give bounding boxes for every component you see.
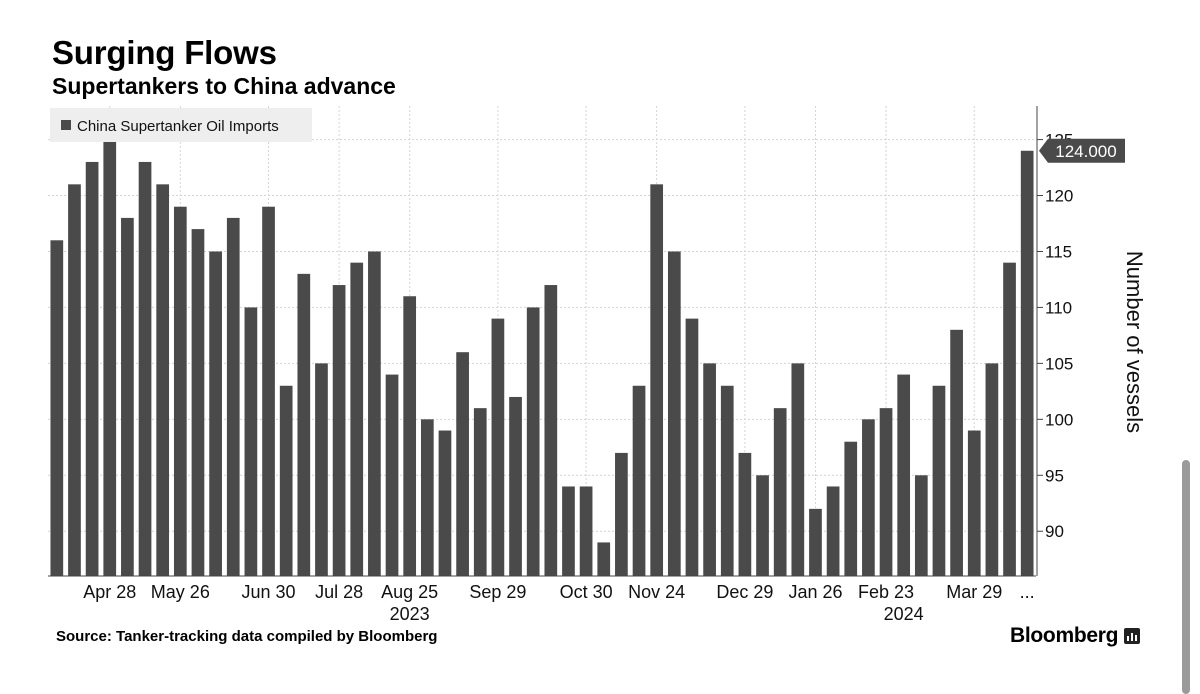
x-tick-label: Dec 29 (716, 582, 773, 602)
bar (262, 206, 275, 576)
y-axis-title: Number of vessels (1122, 251, 1147, 433)
bar (720, 385, 734, 576)
bar (121, 217, 134, 576)
y-tick-label: 105 (1045, 354, 1073, 373)
x-tick-label: Jan 26 (788, 582, 842, 602)
bar (950, 329, 963, 576)
bar (615, 452, 628, 576)
x-tick-label: Mar 29 (946, 582, 1002, 602)
bar (297, 273, 311, 576)
y-tick-label: 110 (1045, 298, 1072, 317)
bar (85, 161, 99, 576)
y-tick-label: 120 (1045, 187, 1073, 206)
bar (315, 363, 328, 576)
bar (562, 486, 575, 576)
x-year-label: 2023 (390, 604, 430, 624)
value-callout-label: 124.000 (1055, 142, 1116, 161)
x-tick-label: May 26 (151, 582, 210, 602)
y-tick-label: 100 (1045, 410, 1073, 429)
bar (809, 508, 822, 576)
chart-title: Surging Flows (52, 34, 277, 71)
x-tick-label: Feb 23 (858, 582, 914, 602)
bar (738, 452, 752, 576)
bar (597, 542, 611, 576)
bar (420, 419, 434, 576)
bar (173, 206, 187, 576)
chart-subtitle: Supertankers to China advance (52, 73, 396, 99)
legend-box (50, 108, 312, 142)
bar (279, 385, 293, 576)
bar (756, 475, 769, 576)
bar (879, 408, 893, 576)
bar (650, 184, 664, 577)
bar (50, 240, 64, 577)
bar (138, 161, 152, 576)
bar (332, 285, 346, 576)
bar (473, 408, 487, 576)
bar (509, 396, 522, 576)
bar (685, 318, 699, 576)
bar (456, 352, 469, 576)
value-callout (1039, 138, 1125, 163)
x-tick-label: ... (1020, 582, 1035, 602)
bar (438, 430, 452, 576)
bar (226, 217, 240, 576)
bar (209, 251, 222, 576)
bloomberg-terminal-icon (1124, 628, 1141, 644)
x-year-label: 2024 (884, 604, 924, 624)
bar (350, 262, 364, 576)
x-tick-label: Nov 24 (628, 582, 685, 602)
bar (773, 408, 787, 576)
bar (103, 139, 117, 577)
bar (932, 385, 946, 576)
bar (526, 307, 540, 576)
bar (826, 486, 840, 576)
bar (667, 251, 681, 576)
bar (844, 441, 858, 576)
x-tick-label: Oct 30 (560, 582, 613, 602)
bar (191, 229, 205, 576)
brand-name: Bloomberg (1010, 624, 1119, 647)
bar (68, 184, 81, 577)
bar (579, 486, 593, 576)
legend-label: China Supertanker Oil Imports (77, 118, 279, 135)
x-tick-label: Aug 25 (381, 582, 438, 602)
bar (703, 363, 716, 576)
bar (1020, 150, 1034, 576)
legend-swatch (61, 120, 71, 130)
y-tick-label: 90 (1045, 522, 1064, 541)
bar (985, 363, 999, 576)
bar (156, 184, 170, 577)
x-tick-label: Sep 29 (469, 582, 526, 602)
bar (368, 251, 381, 576)
bar (967, 430, 981, 576)
y-tick-label: 115 (1045, 242, 1072, 261)
bar (914, 475, 928, 576)
source-note: Source: Tanker-tracking data compiled by… (56, 628, 438, 645)
bloomberg-logo: Bloomberg (1010, 624, 1141, 648)
bar (897, 374, 911, 576)
bar (491, 318, 505, 576)
bar (632, 385, 646, 576)
bar (403, 296, 417, 576)
x-tick-label: Jul 28 (315, 582, 363, 602)
bar (1003, 262, 1016, 576)
bar (244, 307, 258, 576)
bar (862, 419, 875, 576)
bar (385, 374, 399, 576)
bar (791, 363, 805, 576)
x-tick-label: Jun 30 (242, 582, 296, 602)
scrollbar[interactable] (1182, 460, 1190, 694)
x-tick-label: Apr 28 (83, 582, 136, 602)
y-tick-label: 95 (1045, 466, 1064, 485)
bar (544, 285, 558, 576)
